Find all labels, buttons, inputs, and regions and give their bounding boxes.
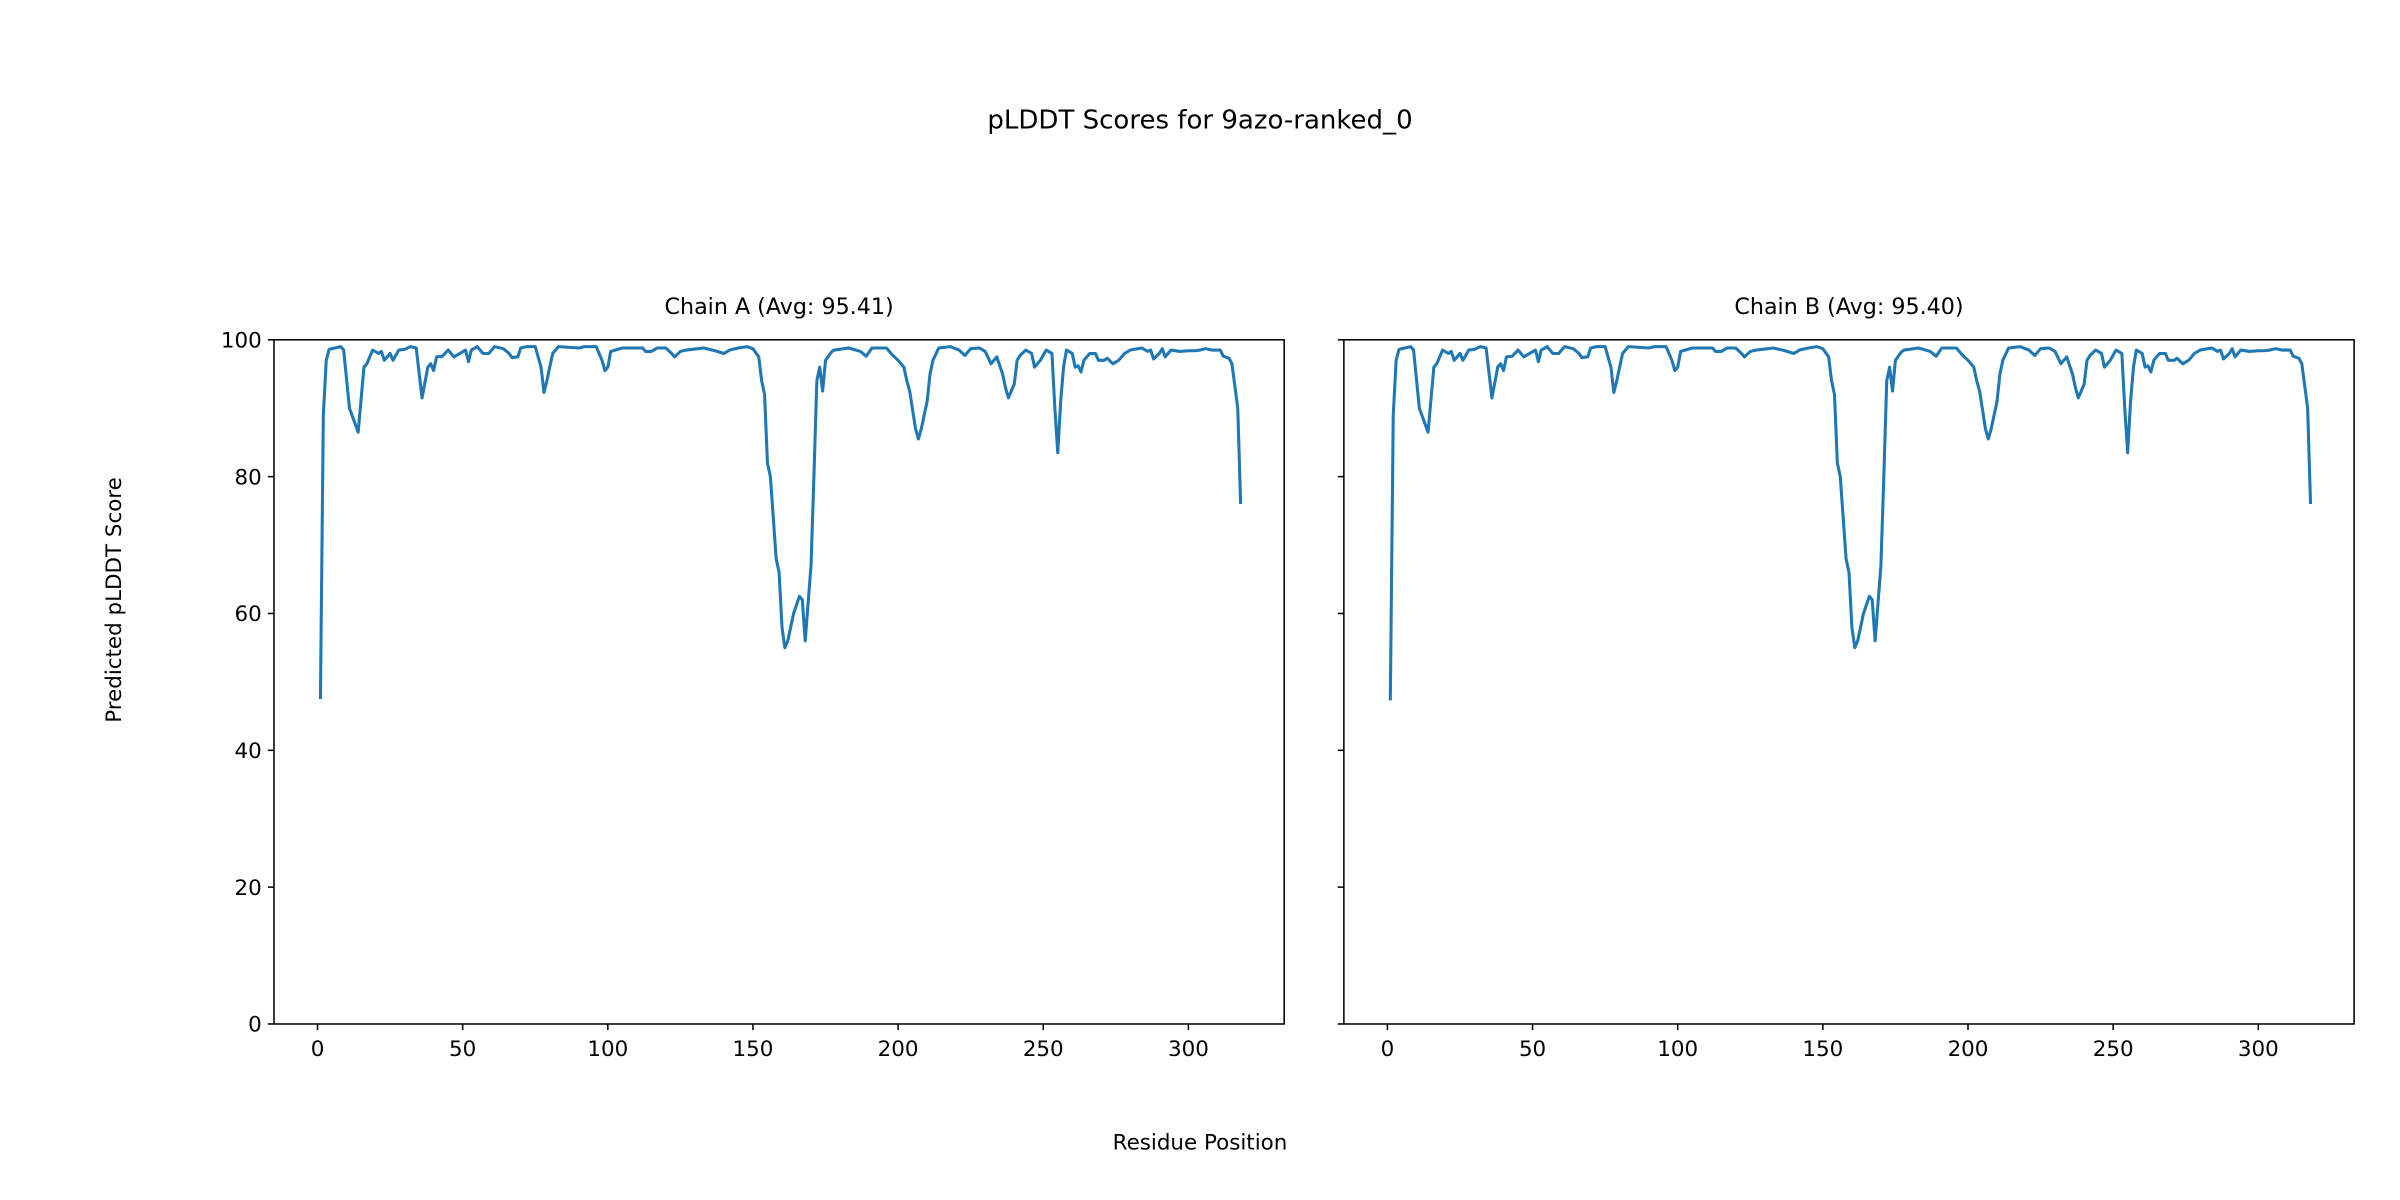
x-tick-label: 50 xyxy=(449,1037,476,1062)
x-tick-label: 200 xyxy=(1948,1037,1989,1062)
y-axis-label: Predicted pLDDT Score xyxy=(102,477,127,723)
axes-frame xyxy=(273,339,1285,1025)
y-tick-label: 60 xyxy=(234,602,261,627)
y-tick-label: 20 xyxy=(234,876,261,901)
x-axis-label: Residue Position xyxy=(1113,1130,1288,1155)
x-tick-label: 250 xyxy=(2093,1037,2134,1062)
subplot-title: Chain B (Avg: 95.40) xyxy=(1734,294,1963,320)
plddt-line xyxy=(1388,345,2313,701)
x-tick-label: 0 xyxy=(311,1037,325,1062)
figure-title: pLDDT Scores for 9azo-ranked_0 xyxy=(987,106,1412,136)
x-tick-label: 150 xyxy=(733,1037,774,1062)
x-tick-label: 0 xyxy=(1381,1037,1395,1062)
x-tick-label: 200 xyxy=(878,1037,919,1062)
y-tick-label: 80 xyxy=(234,465,261,490)
plddt-line xyxy=(318,345,1243,700)
subplot-chain-b: Chain B (Avg: 95.40) 0 50 100 150 200 250 300 xyxy=(1337,294,2355,1062)
y-tick-label: 0 xyxy=(248,1013,262,1038)
axes-frame xyxy=(1343,339,2355,1025)
x-tick-label: 150 xyxy=(1802,1037,1843,1062)
subplot-title: Chain A (Avg: 95.41) xyxy=(665,294,894,320)
x-tick-label: 50 xyxy=(1519,1037,1546,1062)
x-tick-label: 100 xyxy=(1657,1037,1698,1062)
x-tick-label: 300 xyxy=(1168,1037,1209,1062)
subplot-chain-a: Chain A (Avg: 95.41) 0 50 100 150 200 250 300 0 2… xyxy=(221,294,1285,1062)
y-tick-label: 40 xyxy=(234,739,261,764)
x-tick-label: 100 xyxy=(587,1037,628,1062)
y-tick-label: 100 xyxy=(221,328,262,353)
x-tick-label: 300 xyxy=(2238,1037,2279,1062)
subplots: Chain A (Avg: 95.41)0 50 100 150 200 250 30002… xyxy=(221,294,2355,1062)
x-tick-label: 250 xyxy=(1023,1037,1064,1062)
